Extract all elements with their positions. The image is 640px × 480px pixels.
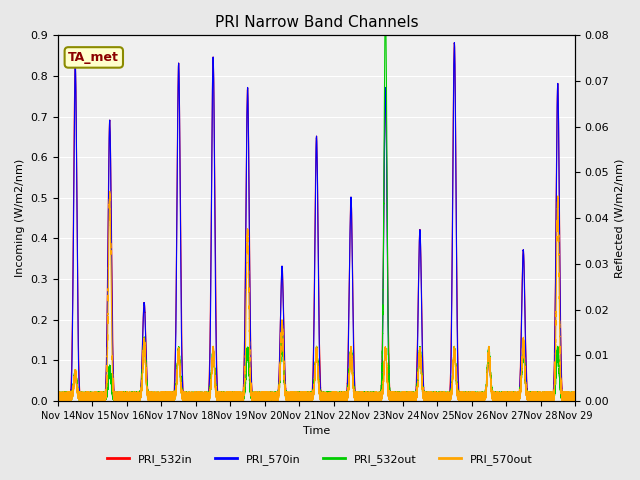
PRI_570out bbox=[384, 384, 392, 390]
Line: PRI_532in: PRI_532in bbox=[58, 43, 575, 401]
PRI_570in bbox=[470, 398, 477, 404]
PRI_532out bbox=[365, 398, 372, 404]
PRI_570out bbox=[54, 392, 62, 398]
Title: PRI Narrow Band Channels: PRI Narrow Band Channels bbox=[214, 15, 419, 30]
PRI_570out bbox=[457, 392, 465, 397]
PRI_570in bbox=[451, 40, 458, 46]
Y-axis label: Reflected (W/m2/nm): Reflected (W/m2/nm) bbox=[615, 158, 625, 278]
PRI_532in bbox=[477, 398, 484, 404]
PRI_570in bbox=[363, 398, 371, 404]
PRI_570in bbox=[571, 398, 579, 404]
PRI_570out bbox=[106, 189, 113, 194]
PRI_532out bbox=[571, 395, 579, 401]
PRI_570out bbox=[443, 390, 451, 396]
PRI_532in bbox=[451, 40, 458, 46]
PRI_532in bbox=[81, 398, 89, 404]
Line: PRI_532out: PRI_532out bbox=[58, 0, 575, 401]
PRI_532in bbox=[54, 398, 62, 404]
PRI_532out bbox=[477, 393, 484, 398]
PRI_532out bbox=[384, 323, 392, 328]
PRI_570out bbox=[81, 394, 89, 400]
Text: TA_met: TA_met bbox=[68, 51, 119, 64]
PRI_532out bbox=[443, 397, 451, 403]
Line: PRI_570out: PRI_570out bbox=[58, 192, 575, 401]
PRI_532in bbox=[384, 304, 392, 310]
PRI_532in bbox=[132, 398, 140, 404]
PRI_570in bbox=[81, 397, 89, 403]
PRI_570out bbox=[470, 390, 477, 396]
PRI_532out bbox=[470, 389, 477, 395]
PRI_570in bbox=[457, 398, 465, 404]
PRI_570out bbox=[477, 398, 484, 404]
PRI_570in bbox=[384, 321, 392, 326]
PRI_532out bbox=[457, 395, 465, 400]
Y-axis label: Incoming (W/m2/nm): Incoming (W/m2/nm) bbox=[15, 159, 25, 277]
PRI_532in bbox=[470, 398, 477, 404]
X-axis label: Time: Time bbox=[303, 426, 330, 436]
Line: PRI_570in: PRI_570in bbox=[58, 43, 575, 401]
PRI_532in bbox=[457, 398, 465, 404]
Legend: PRI_532in, PRI_570in, PRI_532out, PRI_570out: PRI_532in, PRI_570in, PRI_532out, PRI_57… bbox=[102, 450, 538, 469]
PRI_532in bbox=[443, 398, 451, 404]
PRI_570out bbox=[183, 398, 191, 404]
PRI_570in bbox=[54, 397, 62, 403]
PRI_532in bbox=[571, 397, 579, 403]
PRI_570in bbox=[477, 397, 484, 403]
PRI_570in bbox=[443, 398, 451, 404]
PRI_532out bbox=[81, 398, 89, 404]
PRI_532out bbox=[54, 392, 62, 397]
PRI_570out bbox=[571, 394, 579, 400]
